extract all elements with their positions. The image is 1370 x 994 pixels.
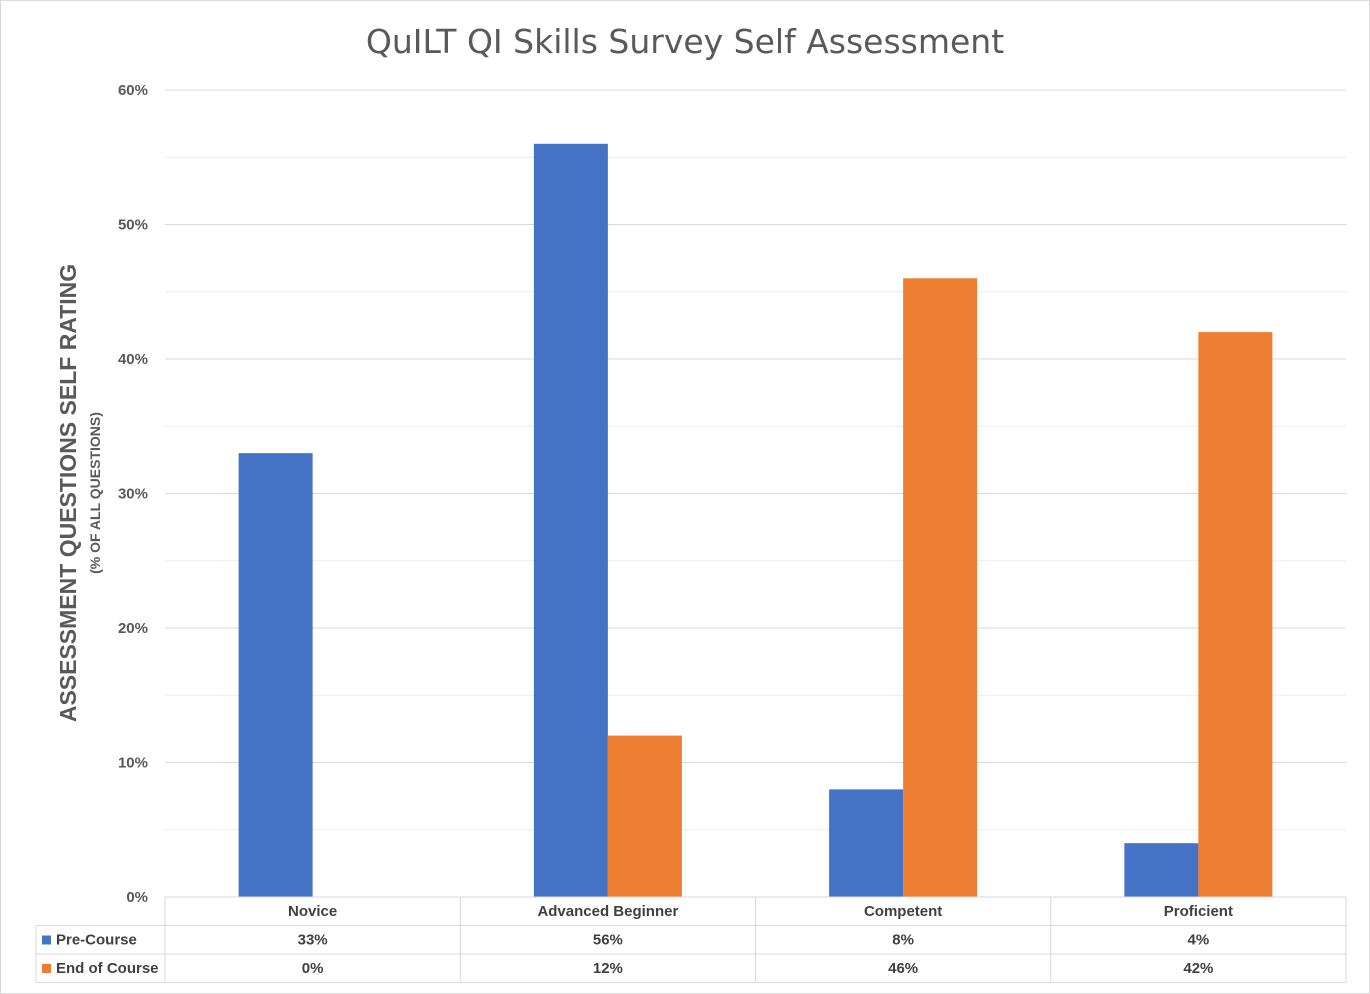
data-label: 42% xyxy=(1183,960,1213,977)
y-tick-label: 0% xyxy=(126,889,148,906)
x-category-label: Novice xyxy=(288,903,337,920)
data-label: 46% xyxy=(888,960,918,977)
data-label: 4% xyxy=(1188,932,1210,949)
legend-label: End of Course xyxy=(56,960,159,977)
legend-label: Pre-Course xyxy=(56,932,137,949)
bar-pre-course xyxy=(533,143,608,898)
y-tick-label: 60% xyxy=(118,82,148,99)
bar-pre-course xyxy=(829,789,904,897)
bar-end-of-course xyxy=(607,735,682,897)
y-tick-label: 40% xyxy=(118,351,148,368)
gridlines xyxy=(165,89,1346,831)
y-tick-label: 10% xyxy=(118,755,148,772)
x-category-label: Advanced Beginner xyxy=(537,903,678,920)
legend-key xyxy=(42,964,51,973)
x-category-label: Competent xyxy=(864,903,942,920)
legend-key xyxy=(42,935,51,945)
data-label: 56% xyxy=(593,932,623,949)
bar-end-of-course xyxy=(1198,332,1273,898)
y-axis-subtitle: (% OF ALL QUESTIONS) xyxy=(87,412,103,574)
bar-end-of-course xyxy=(903,278,978,897)
y-tick-label: 30% xyxy=(118,486,148,503)
bar-pre-course xyxy=(238,453,313,897)
y-axis: 0% 10% 20% 30% 40% 50% 60% xyxy=(118,82,148,906)
chart-title: QuILT QI Skills Survey Self Assessment xyxy=(365,22,1005,61)
bar-pre-course xyxy=(1124,843,1199,897)
y-axis-title: ASSESSMENT QUESTIONS SELF RATING xyxy=(55,264,81,722)
y-tick-label: 50% xyxy=(118,217,148,234)
data-label: 12% xyxy=(593,960,623,977)
data-label: 0% xyxy=(302,960,324,977)
data-table: Novice Advanced Beginner Competent Proficie… xyxy=(35,896,1347,983)
bars xyxy=(238,143,1273,898)
y-tick-label: 20% xyxy=(118,620,148,637)
x-category-label: Proficient xyxy=(1164,903,1233,920)
data-label: 33% xyxy=(298,932,328,949)
data-label: 8% xyxy=(892,932,914,949)
